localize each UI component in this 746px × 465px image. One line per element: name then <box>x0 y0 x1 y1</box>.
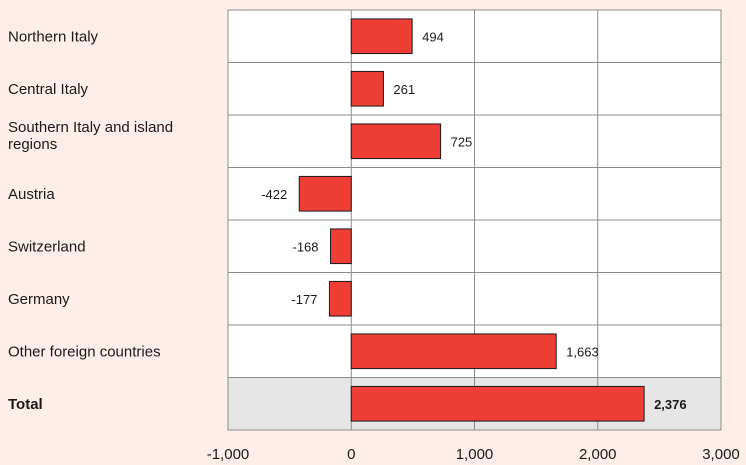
category-label: Switzerland <box>8 238 86 255</box>
category-label-line: Southern Italy and island <box>8 119 173 136</box>
x-tick-label: -1,000 <box>207 446 250 463</box>
bar-value-label: 2,376 <box>654 397 687 412</box>
bar-value-label: 1,663 <box>566 344 599 359</box>
category-label-line: Other foreign countries <box>8 343 161 360</box>
category-label: Northern Italy <box>8 28 99 45</box>
category-label: Southern Italy and island regions <box>8 119 173 153</box>
category-label-line: regions <box>8 136 57 153</box>
bar <box>298 175 352 212</box>
bar <box>350 385 645 422</box>
bar <box>350 333 557 370</box>
bar-value-label: 725 <box>451 134 473 149</box>
x-tick-label: 0 <box>347 446 355 463</box>
category-label: Other foreign countries <box>8 343 161 360</box>
plot-border <box>227 9 722 431</box>
category-label-line: Total <box>8 396 43 413</box>
category-label: Austria <box>8 186 55 203</box>
bar <box>330 228 352 265</box>
category-label-line: Central Italy <box>8 81 89 98</box>
x-tick-label: 3,000 <box>702 446 740 463</box>
category-label-line: Switzerland <box>8 238 86 255</box>
category-label-line: Northern Italy <box>8 28 99 45</box>
bar <box>328 280 352 317</box>
category-label: Total <box>8 396 43 413</box>
bar-value-label: -422 <box>261 187 287 202</box>
category-label-line: Austria <box>8 186 55 203</box>
x-tick-label: 1,000 <box>456 446 494 463</box>
category-label: Germany <box>8 291 70 308</box>
bar-value-label: -177 <box>291 292 317 307</box>
bar-value-label: -168 <box>293 239 319 254</box>
bar <box>350 123 442 160</box>
category-label-line: Germany <box>8 291 70 308</box>
category-label: Central Italy <box>8 81 89 98</box>
bar-value-label: 261 <box>393 82 415 97</box>
bar-value-label: 494 <box>422 29 444 44</box>
bar <box>350 18 413 55</box>
x-tick-label: 2,000 <box>579 446 617 463</box>
bar <box>350 70 384 107</box>
